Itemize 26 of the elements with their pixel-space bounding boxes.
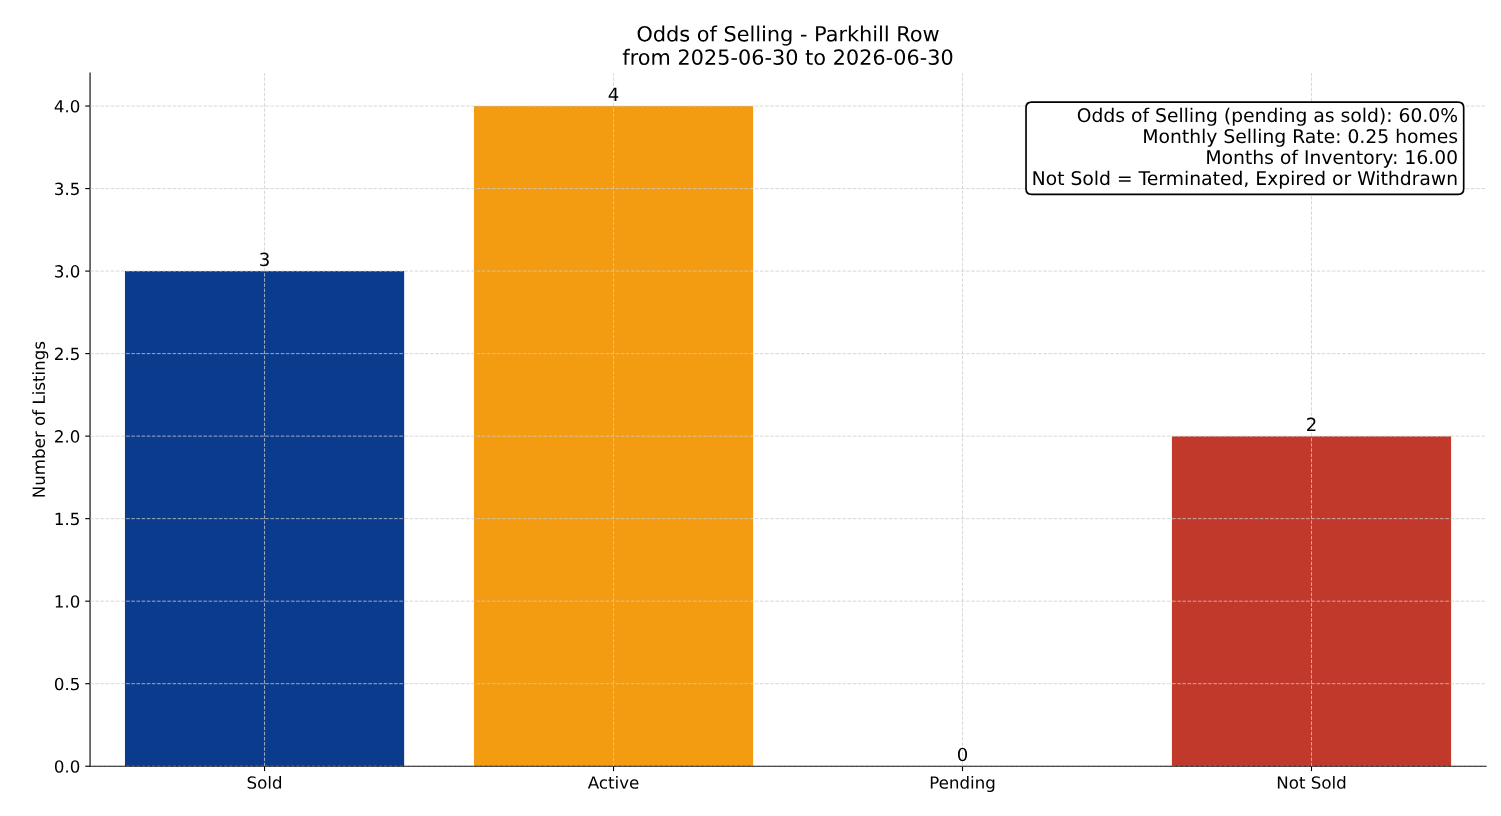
y-tick-label: 2.0 (55, 430, 80, 443)
annotation: Monthly Selling Rate: 0.25 homes (1144, 128, 1458, 147)
y-axis-title: Number of Listings (32, 341, 49, 497)
y-tick-label: 1.0 (55, 595, 80, 608)
data-label: 2 (1307, 417, 1316, 431)
y-tick-label: 3.5 (55, 182, 79, 196)
x-tick-label: Pending (930, 775, 995, 793)
bar (1171, 436, 1452, 767)
y-tick-label: 3.0 (55, 265, 80, 278)
bar (473, 106, 754, 767)
y-tick-label: 1.5 (55, 512, 79, 526)
data-label: 4 (608, 87, 619, 101)
chart-title: Odds of Selling - Parkhill Row from 2025-06-30 to 2026-06-30 (622, 25, 953, 65)
x-tick-label: Not Sold (1277, 775, 1346, 789)
data-label: 3 (260, 252, 269, 267)
y-tick-label: 0.5 (54, 677, 79, 691)
data-label: 0 (957, 747, 968, 762)
x-tick-label: Active (587, 775, 639, 789)
annotation: Odds of Selling (pending as sold): 60.0% (1077, 107, 1458, 126)
x-tick-label: Sold (247, 775, 282, 789)
annotation: Months of Inventory: 16.00 (1207, 149, 1457, 168)
y-tick-label: 0.0 (54, 760, 80, 773)
bar (124, 271, 405, 767)
y-tick-label: 4.0 (54, 100, 80, 113)
y-tick-label: 2.5 (55, 347, 79, 361)
annotation: Not Sold = Terminated, Expired or Withdrawn (1033, 170, 1457, 189)
